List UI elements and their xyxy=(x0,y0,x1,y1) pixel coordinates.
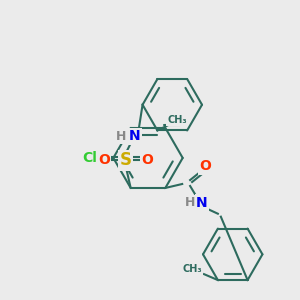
Text: H: H xyxy=(185,196,195,209)
Text: N: N xyxy=(196,196,208,210)
Text: Cl: Cl xyxy=(82,151,97,165)
Text: N: N xyxy=(129,129,140,143)
Text: CH₃: CH₃ xyxy=(167,115,187,124)
Text: CH₃: CH₃ xyxy=(182,264,202,274)
Text: S: S xyxy=(120,151,132,169)
Text: O: O xyxy=(98,153,110,167)
Text: O: O xyxy=(199,159,211,173)
Text: H: H xyxy=(116,130,126,143)
Text: O: O xyxy=(142,153,154,167)
